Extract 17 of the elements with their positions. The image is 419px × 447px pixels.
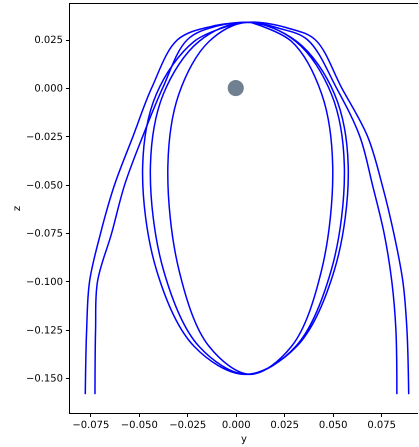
x-tick-label: 0.075 bbox=[367, 420, 396, 431]
x-tick-label: 0.025 bbox=[270, 420, 300, 431]
x-tick-label: −0.050 bbox=[120, 420, 158, 431]
y-tick-label: 0.025 bbox=[34, 35, 63, 46]
x-tick-label: −0.025 bbox=[169, 420, 206, 431]
x-tick-label: −0.075 bbox=[72, 420, 110, 431]
x-tick-label: 0.050 bbox=[318, 420, 348, 431]
y-tick-label: −0.025 bbox=[26, 132, 63, 143]
y-tick-label: −0.075 bbox=[26, 228, 63, 240]
y-tick-label: 0.000 bbox=[34, 84, 63, 95]
x-tick-label: 0.000 bbox=[222, 420, 251, 431]
x-axis-title: y bbox=[241, 434, 248, 445]
y-axis-title: z bbox=[12, 206, 23, 212]
y-tick-label: −0.100 bbox=[26, 276, 63, 288]
y-tick-label: −0.125 bbox=[26, 325, 63, 336]
y-tick-label: −0.150 bbox=[26, 374, 63, 385]
y-tick-label: −0.050 bbox=[26, 180, 63, 192]
